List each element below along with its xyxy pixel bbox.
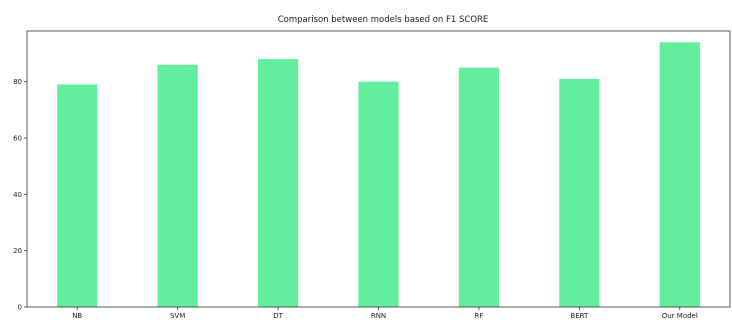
x-tick-label: RF	[474, 312, 483, 320]
bar-rnn	[358, 81, 399, 307]
x-tick-label: BERT	[570, 312, 589, 320]
y-tick-label: 40	[13, 191, 22, 199]
bar-svm	[157, 64, 198, 307]
bar-rf	[458, 67, 500, 307]
bars-layer	[57, 42, 700, 308]
bar-bert	[559, 78, 600, 307]
bar-dt	[257, 59, 299, 307]
x-tick-label: Our Model	[662, 312, 698, 320]
chart-title: Comparison between models based on F1 SC…	[278, 15, 489, 25]
y-tick-label: 60	[13, 135, 22, 143]
x-tick-label: DT	[273, 312, 283, 320]
bar-nb	[57, 84, 98, 307]
y-tick-label: 80	[13, 78, 22, 86]
y-tick-label: 0	[18, 304, 22, 312]
bar-our-model	[659, 42, 700, 308]
x-tick-label: NB	[72, 312, 82, 320]
y-tick-label: 20	[13, 247, 22, 255]
y-axis-ticks: 0 20 40 60 80	[13, 78, 27, 312]
x-axis-ticks: NB SVM DT RNN RF BERT Our Model	[72, 307, 698, 320]
x-tick-label: SVM	[170, 312, 185, 320]
x-tick-label: RNN	[371, 312, 386, 320]
